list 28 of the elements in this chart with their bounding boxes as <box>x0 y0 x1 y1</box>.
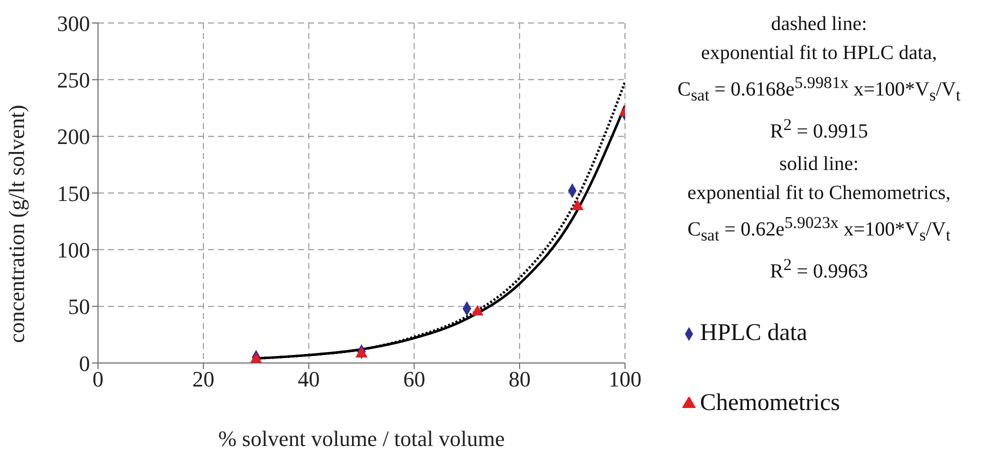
y-tick-label: 50 <box>68 294 90 320</box>
text: C$_{sat}$ = 0.6168e$^{5.9981x}$ x=100*V$_{s}$/V$_{t}$ <box>676 72 962 107</box>
x-tick-label: 20 <box>192 366 214 392</box>
y-tick-label: 100 <box>57 237 90 262</box>
point <box>355 346 368 358</box>
y-tick-label: 0 <box>79 350 90 376</box>
legend-label: HPLC data <box>700 320 808 346</box>
point <box>571 200 584 210</box>
y-tick-label: 250 <box>57 67 90 92</box>
text: R$^{2}$ = 0.9915 <box>769 114 869 144</box>
point <box>471 304 484 316</box>
text: R$^{2}$ = 0.9963 <box>769 254 869 285</box>
y-axis-title: concentration (g/lt solvent) <box>4 104 29 343</box>
text: dashed line: <box>770 12 868 37</box>
x-axis-title: % solvent volume / total volume <box>218 426 505 451</box>
x-tick-label: 80 <box>508 366 531 392</box>
y-tick-label: 300 <box>57 10 90 36</box>
x-tick-label: 100 <box>608 366 642 392</box>
point <box>250 352 262 363</box>
text: exponential fit to HPLC data, <box>700 41 938 66</box>
text: C$_{sat}$ = 0.62e$^{5.9023x}$ x=100*V$_{s}$/V$_{t}$ <box>686 212 952 247</box>
text: exponential fit to Chemometrics, <box>686 181 952 206</box>
legend-label: Chemometrics <box>700 390 840 416</box>
x-tick-label: 60 <box>403 366 426 392</box>
text: solid line: <box>778 152 860 178</box>
x-tick-label: 40 <box>298 366 320 392</box>
y-tick-label: 150 <box>57 180 90 206</box>
y-tick-label: 200 <box>57 124 90 150</box>
